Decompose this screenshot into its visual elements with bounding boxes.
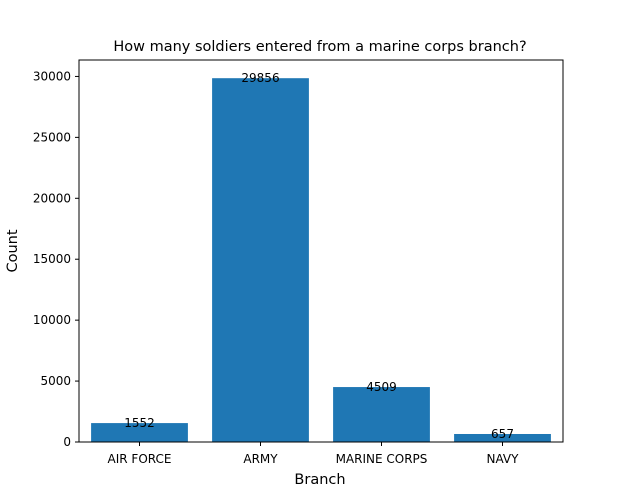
x-tick-label-air-force: AIR FORCE: [108, 452, 172, 466]
y-tick-label-30000: 30000: [33, 69, 71, 83]
y-tick-label-20000: 20000: [33, 191, 71, 205]
bar-navy: [454, 433, 551, 442]
chart-title: How many soldiers entered from a marine …: [113, 39, 526, 55]
x-axis: AIR FORCE ARMY MARINE CORPS NAVY: [108, 442, 520, 466]
y-tick-label-25000: 25000: [33, 130, 71, 144]
x-tick-label-army: ARMY: [243, 452, 278, 466]
y-tick-label-15000: 15000: [33, 252, 71, 266]
bar-army: [212, 78, 309, 442]
y-tick-label-10000: 10000: [33, 313, 71, 327]
bar-marine-corps: [333, 387, 430, 442]
y-axis: 0 5000 10000 15000 20000 25000 30000: [33, 69, 79, 449]
plot-frame: [78, 59, 564, 443]
data-label-navy: 657: [491, 427, 514, 441]
y-axis-label: Count: [5, 229, 21, 272]
y-tick-label-5000: 5000: [40, 374, 71, 388]
bars-layer: [91, 78, 551, 442]
data-label-air-force: 1552: [124, 416, 155, 430]
data-label-marine-corps: 4509: [366, 380, 397, 394]
bar-air-force: [91, 423, 188, 442]
data-labels-layer: 1552 29856 4509 657: [124, 71, 514, 441]
y-tick-label-0: 0: [63, 435, 71, 449]
data-label-army: 29856: [241, 71, 279, 85]
x-tick-label-navy: NAVY: [487, 452, 520, 466]
x-tick-label-marine-corps: MARINE CORPS: [336, 452, 428, 466]
x-axis-label: Branch: [294, 472, 345, 488]
